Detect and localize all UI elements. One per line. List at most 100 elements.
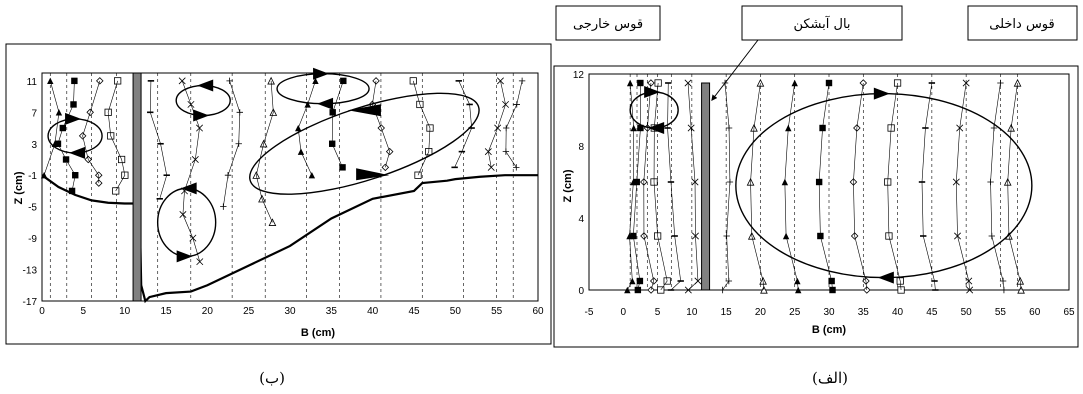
chart-alef-circle-1-arrow-top [644,86,661,98]
chart-b-bed-left [41,174,133,205]
chart-alef-xtick: 55 [995,307,1007,318]
chart-alef-profile-line [653,82,668,291]
chart-b-xtick: 20 [202,306,214,317]
chart-b-xtick: 10 [119,306,131,317]
chart-b-profile-line [57,80,76,191]
chart-alef-profile-line [955,82,970,291]
chart-alef-ytick: 8 [578,142,584,153]
chart-alef-point [684,79,692,87]
chart-b-ylabel: Z (cm) [13,171,25,204]
chart-alef-xtick: 60 [1029,307,1041,318]
chart-alef-point [966,286,974,294]
chart-alef-point [962,79,970,87]
chart-b-ytick: -9 [28,234,37,245]
chart-alef-xtick: 5 [655,307,661,318]
chart-b-profile-line [43,80,60,176]
chart-b-circle-1-arrow-bottom [69,146,86,159]
chart-alef-xtick: 45 [926,307,938,318]
chart-alef-xtick: 20 [755,307,767,318]
chart-b-xtick: 55 [491,306,503,317]
chart-alef-profile-line [818,82,833,291]
chart-alef-xtick: 15 [721,307,733,318]
chart-b-vane-wall [132,72,142,302]
vane-label: بال آبشکن [793,15,850,32]
chart-alef-xtick: 25 [789,307,801,318]
chart-alef-caption: (الف) [812,369,848,387]
chart-b-point [96,77,104,85]
chart-alef-profile-line [990,82,1005,291]
chart-b-ytick: 11 [27,77,38,88]
chart-b-profile-line [223,80,241,207]
chart-alef-point [863,286,871,294]
chart-alef-profile-line [1007,82,1022,291]
chart-alef-xtick: 35 [858,307,870,318]
chart-b-circle-2-arrow-top [197,79,214,92]
chart-b-profile-line [372,80,390,168]
chart-b-circle-2-arrow-bottom [193,109,210,122]
chart-alef-profile-line [921,82,936,291]
chart-b-profile-line [487,80,506,168]
chart-b-circle-4-arrow-bottom [317,97,334,110]
chart-alef-xtick: -5 [585,307,594,318]
chart-alef-point [719,286,726,294]
chart-alef-xtick: 40 [892,307,904,318]
chart-alef-xtick: 0 [621,307,627,318]
chart-b-xlabel: B (cm) [301,327,336,339]
chart-b-circle-5-arrow-bottom [356,168,390,181]
chart-b-circle-3-arrow-bottom [176,250,193,263]
chart-alef-profile-line [853,82,868,291]
chart-b-xtick: 25 [243,306,255,317]
inner-arc-box [967,5,1078,41]
chart-b-circle-3-arrow-top [180,182,197,195]
chart-alef-frame [553,65,1079,348]
chart-b-point [340,77,347,85]
chart-b-profile-line [149,80,168,199]
chart-b-ytick: 3 [31,140,37,151]
outer-arc-box [555,5,661,41]
chart-alef-profile-line [784,82,799,291]
chart-b-xtick: 50 [450,306,462,317]
chart-b-point [496,77,504,85]
chart-alef-xtick: 65 [1063,307,1075,318]
chart-alef-xtick: 10 [686,307,698,318]
chart-alef-ytick: 12 [573,70,585,81]
chart-alef-point [626,79,634,87]
chart-b-caption: (ب) [259,369,285,387]
chart-b-ytick: -1 [28,171,37,182]
chart-b-xtick: 30 [284,306,296,317]
chart-alef-circle-2-arrow-top [873,87,890,100]
chart-alef-circle-2-arrow-bottom [877,271,894,284]
vane-box [741,5,903,41]
chart-b-ytick: -17 [23,297,38,308]
chart-alef-profile-line [633,82,641,291]
chart-b-xtick: 45 [408,306,420,317]
chart-b-point [381,163,390,172]
chart-b-profile-line [297,80,316,176]
chart-alef-profile-line [643,82,655,291]
chart-b-ytick: -13 [23,266,38,277]
chart-alef-point [756,78,765,87]
chart-alef-profile-line [750,82,765,291]
chart-b-profile-line [181,80,201,262]
chart-b-xtick: 0 [39,306,45,317]
chart-alef-xtick: 30 [823,307,835,318]
chart-b-point [513,164,520,171]
chart-b-point [95,179,103,187]
chart-b-circle-5-arrow-top [347,104,381,117]
chart-b-profile-line [107,80,126,192]
chart-alef-profile-line [667,82,682,291]
chart-alef-point [997,79,1004,87]
chart-b-profile-line [505,80,523,168]
chart-b-profile-line [331,80,344,168]
outer-arc-label: قوس خارجی [573,17,643,32]
chart-b-bed-scour [138,174,538,304]
chart-b-xtick: 35 [326,306,338,317]
chart-b-point [487,163,495,171]
chart-b-circle-1-arrow-top [65,112,82,125]
chart-alef-circle-1-arrow-bottom [648,122,665,134]
chart-alef-point [859,79,868,87]
chart-alef-ylabel: Z (cm) [562,169,574,202]
chart-alef-profile-line [722,82,731,291]
chart-b-plot-area [41,72,539,302]
